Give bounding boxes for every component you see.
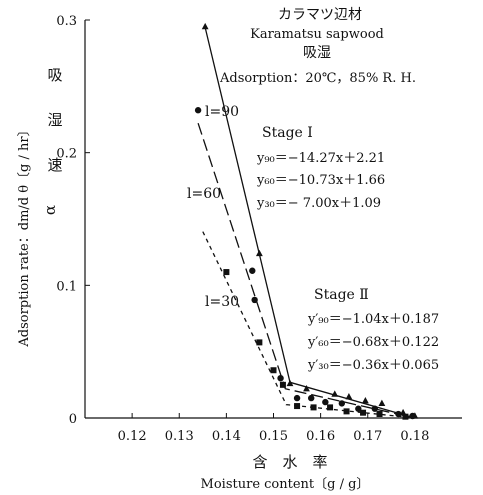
y-tick-label: 0.2 bbox=[56, 147, 77, 162]
triangle-marker bbox=[255, 249, 263, 257]
fit-line-circle bbox=[197, 122, 416, 419]
x-tick-label: 0.16 bbox=[306, 429, 335, 444]
y-tick-label: 0 bbox=[69, 412, 77, 427]
square-marker bbox=[360, 409, 367, 416]
circle-marker bbox=[308, 394, 315, 402]
stage1-eq30: y₃₀＝− 7.00x＋1.09 bbox=[256, 196, 381, 211]
y-axis-label-jp-1: 吸 bbox=[47, 66, 62, 84]
square-marker bbox=[256, 339, 263, 346]
stage1-title: Stage Ⅰ bbox=[262, 125, 313, 141]
x-tick-label: 0.13 bbox=[165, 429, 194, 444]
circle-marker bbox=[194, 107, 202, 114]
square-marker bbox=[343, 408, 350, 415]
y-tick-label: 0.3 bbox=[56, 14, 77, 29]
x-tick-label: 0.12 bbox=[118, 429, 147, 444]
triangle-marker bbox=[286, 379, 294, 387]
triangle-marker bbox=[303, 385, 310, 392]
square-marker bbox=[376, 411, 383, 418]
y-axis-label: Adsorption rate：dm/d θ〔g / hr〕 bbox=[17, 123, 32, 347]
y-axis-label-jp-3: 速 bbox=[47, 156, 62, 174]
triangle-marker bbox=[331, 390, 339, 397]
title-jp: カラマツ辺材 bbox=[278, 7, 362, 23]
circle-marker bbox=[277, 375, 284, 382]
circle-marker bbox=[355, 405, 362, 412]
stage1-eq60: y₆₀＝−10.73x＋1.66 bbox=[256, 173, 385, 188]
stage2-title: Stage Ⅱ bbox=[314, 287, 369, 303]
circle-marker bbox=[249, 267, 256, 274]
circle-marker bbox=[293, 394, 301, 402]
fit-line-square bbox=[202, 231, 415, 419]
stage2-eq90: y′₉₀＝−1.04x＋0.187 bbox=[307, 312, 439, 327]
stage1-eq90: y₉₀＝−14.27x＋2.21 bbox=[256, 151, 385, 166]
square-marker bbox=[327, 404, 334, 411]
square-marker bbox=[294, 403, 301, 410]
triangle-marker bbox=[201, 22, 209, 30]
square-marker bbox=[223, 269, 230, 276]
square-marker bbox=[270, 367, 277, 374]
square-marker bbox=[279, 381, 286, 388]
x-tick-label: 0.18 bbox=[400, 429, 429, 444]
series-label-l60: l=60 bbox=[187, 186, 221, 202]
circle-marker bbox=[251, 296, 258, 304]
x-axis-label: Moisture content〔g / g〕 bbox=[201, 477, 370, 492]
square-marker bbox=[310, 404, 317, 411]
triangle-marker bbox=[345, 392, 353, 400]
y-tick-label: 0.1 bbox=[56, 279, 77, 294]
square-marker bbox=[402, 413, 409, 420]
circle-marker bbox=[338, 400, 346, 407]
circle-marker bbox=[395, 410, 402, 418]
series-label-l90: l=90 bbox=[205, 104, 239, 120]
stage2-eq60: y′₆₀＝−0.68x＋0.122 bbox=[307, 335, 439, 350]
chart-subtitle: Adsorption：20℃，85% R. H. bbox=[219, 71, 416, 86]
x-axis-label-jp: 含 水 率 bbox=[252, 453, 327, 471]
y-axis-symbol: α bbox=[41, 205, 59, 215]
x-tick-label: 0.17 bbox=[353, 429, 382, 444]
x-tick-label: 0.14 bbox=[212, 429, 241, 444]
circle-marker bbox=[371, 405, 379, 412]
x-tick-label: 0.15 bbox=[259, 429, 288, 444]
y-axis-label-jp-2: 湿 bbox=[47, 111, 62, 129]
circle-marker bbox=[322, 398, 329, 406]
triangle-marker bbox=[361, 396, 369, 404]
subtitle-jp: 吸湿 bbox=[303, 45, 331, 61]
stage2-eq30: y′₃₀＝−0.36x＋0.065 bbox=[307, 358, 439, 373]
data-markers bbox=[194, 22, 419, 420]
series-label-l30: l=30 bbox=[205, 294, 239, 310]
triangle-marker bbox=[378, 399, 386, 407]
chart-title: Karamatsu sapwood bbox=[250, 27, 384, 42]
circle-marker bbox=[409, 412, 416, 420]
ticks: 0.12 0.13 0.14 0.15 0.16 0.17 0.18 0 0.1 0.2 0.3 bbox=[56, 14, 429, 444]
